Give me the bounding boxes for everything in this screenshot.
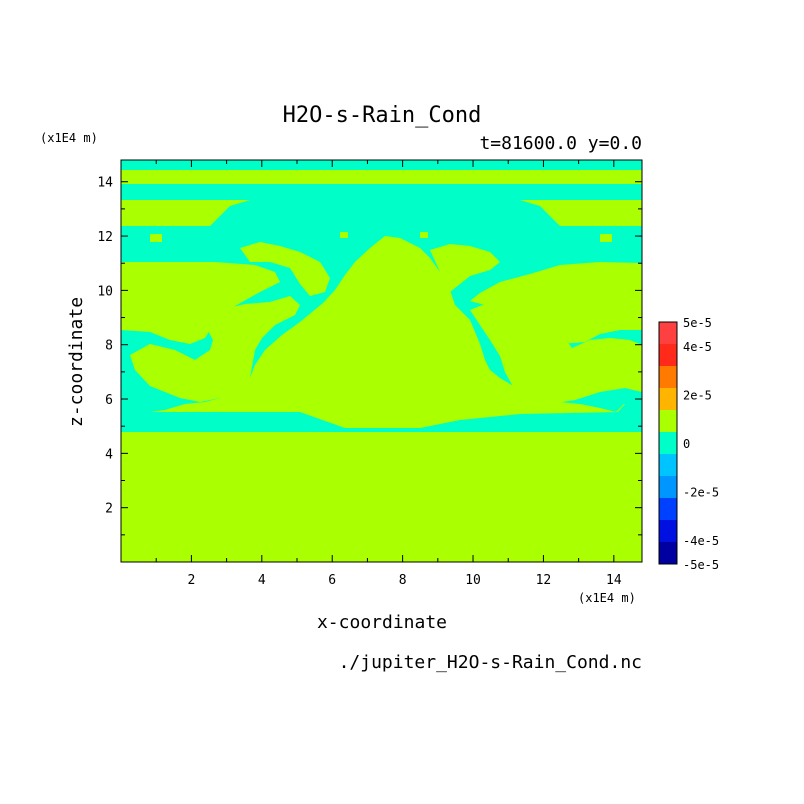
y-tick-label: 2 — [105, 502, 113, 517]
colorbar-segment — [659, 322, 677, 345]
y-tick-label: 14 — [97, 176, 113, 191]
left-mass — [130, 296, 300, 402]
y-unit-label: (x1E4 m) — [40, 131, 98, 145]
upper-gap-right — [600, 234, 612, 242]
x-tick-label: 2 — [187, 573, 195, 588]
x-tick-label: 10 — [465, 573, 481, 588]
colorbar-segment — [659, 366, 677, 389]
y-axis-label: z-coordinate — [66, 297, 87, 427]
upper-left-tendril — [121, 265, 236, 296]
upper-gap-center-right — [420, 232, 428, 238]
colorbar-segment — [659, 542, 677, 565]
colorbar-frame — [658, 321, 678, 565]
x-tick-label: 8 — [399, 573, 407, 588]
colorbar-label: 2e-5 — [683, 389, 712, 403]
y-tick-label: 4 — [105, 447, 113, 462]
colorbar-label: 4e-5 — [683, 340, 712, 354]
colorbar-segment — [659, 410, 677, 433]
colorbar-label: -4e-5 — [683, 534, 719, 548]
plot-frame — [120, 159, 643, 563]
y-tick-label: 12 — [97, 230, 113, 245]
chart-title: H2O-s-Rain_Cond — [283, 103, 482, 128]
x-tick-label: 4 — [258, 573, 266, 588]
colorbar-label: -5e-5 — [683, 558, 719, 572]
colorbar-label: -2e-5 — [683, 485, 719, 499]
x-axis-ticks: 2 4 6 8 10 12 14 — [155, 160, 622, 588]
footer-filename: ./jupiter_H2O-s-Rain_Cond.nc — [339, 652, 642, 673]
x-tick-label: 6 — [328, 573, 336, 588]
positive-region — [121, 232, 642, 404]
lower-left-lobe — [121, 396, 152, 432]
x-tick-label: 12 — [536, 573, 552, 588]
colorbar-segment — [659, 344, 677, 367]
x-unit-label: (x1E4 m) — [578, 591, 636, 605]
upper-band — [121, 184, 642, 200]
upper-right-tendril — [545, 265, 642, 294]
x-tick-label: 14 — [606, 573, 622, 588]
central-island — [338, 304, 436, 354]
upper-right-blob — [430, 244, 500, 292]
colorbar-segment — [659, 520, 677, 543]
y-axis-ticks: 2 4 6 8 10 12 14 — [97, 176, 642, 536]
y-tick-label: 8 — [105, 339, 113, 354]
y-tick-label: 6 — [105, 393, 113, 408]
colorbar-segment — [659, 432, 677, 455]
colorbar: 5e-5 4e-5 2e-5 0 -2e-5 -4e-5 -5e-5 — [658, 316, 719, 572]
upper-gap-center-left — [340, 232, 348, 238]
x-axis-label: x-coordinate — [317, 612, 447, 633]
right-mass — [470, 302, 642, 404]
colorbar-label: 5e-5 — [683, 316, 712, 330]
y-tick-label: 10 — [97, 284, 113, 299]
upper-gap-left — [150, 234, 162, 242]
colorbar-segment — [659, 476, 677, 499]
colorbar-segment — [659, 498, 677, 521]
lower-right-lobe — [616, 402, 642, 432]
colorbar-segment — [659, 454, 677, 477]
colorbar-label: 0 — [683, 437, 690, 451]
chart-subtitle: t=81600.0 y=0.0 — [479, 133, 642, 154]
upper-left-blob — [240, 242, 330, 296]
contour-field — [121, 160, 642, 562]
top-band — [121, 160, 642, 170]
colorbar-segment — [659, 388, 677, 411]
lower-band — [150, 412, 620, 432]
